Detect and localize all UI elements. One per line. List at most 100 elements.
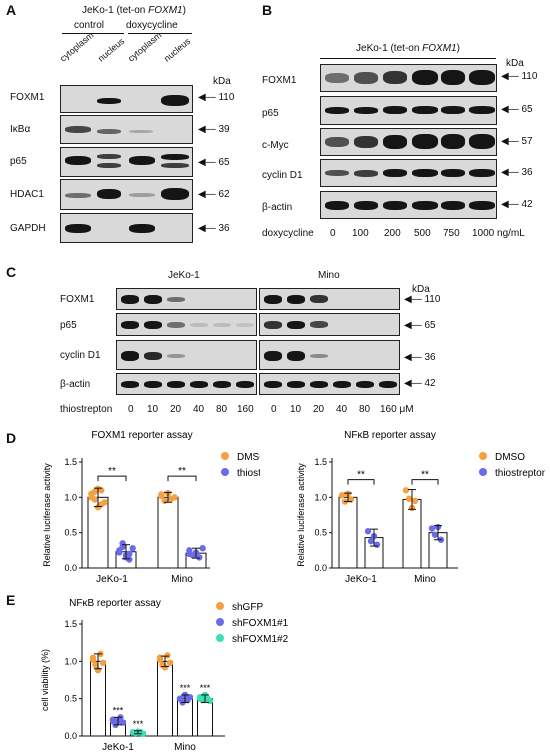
row-label-c-cyclind1: cyclin D1	[60, 350, 101, 361]
row-label-b-cmyc: c-Myc	[262, 140, 289, 151]
data-point	[196, 554, 203, 561]
blot-c-jeko-cyclind1	[116, 340, 257, 370]
band	[354, 201, 378, 210]
panel-b-title-suffix: )	[456, 43, 460, 54]
dose-label: 20	[313, 404, 325, 415]
data-point	[206, 697, 214, 705]
kda-marker-a-p65: ◀— 65	[198, 157, 230, 168]
band	[264, 381, 282, 388]
band	[236, 323, 254, 327]
blot-b-cmyc	[320, 128, 497, 156]
band	[121, 295, 139, 304]
row-label-b-bactin: β-actin	[262, 202, 293, 213]
significance-bracket	[167, 475, 197, 482]
band	[144, 295, 162, 304]
significance-label: **	[178, 466, 186, 477]
band	[441, 201, 465, 210]
data-point	[402, 487, 410, 494]
kda-marker-b-foxm1: ◀— 110	[501, 71, 538, 82]
band	[144, 321, 162, 329]
data-point	[171, 494, 178, 501]
panel-a-title: JeKo-1 (tet-on FOXM1)	[82, 5, 186, 16]
blot-b-p65	[320, 96, 497, 125]
band	[412, 134, 438, 149]
y-tick-label: 1.5	[64, 457, 77, 467]
blot-a-ikba	[60, 115, 193, 144]
kda-value: 110	[521, 71, 538, 82]
data-point	[186, 550, 193, 558]
band	[97, 129, 121, 134]
legend-label: thiostrepton	[237, 468, 260, 479]
dose-label: 10	[290, 404, 302, 415]
cell-line-label: Mino	[318, 270, 340, 281]
chart-title: NFκB reporter assay	[69, 598, 161, 609]
band	[167, 297, 185, 302]
band	[97, 163, 121, 168]
row-label-c-bactin: β-actin	[60, 379, 91, 390]
band	[190, 323, 208, 327]
cell-line-label: JeKo-1	[168, 270, 200, 281]
band	[354, 107, 378, 114]
blot-a-foxm1	[60, 85, 193, 113]
row-label-b-p65: p65	[262, 108, 279, 119]
kda-value: 42	[424, 378, 436, 389]
y-tick-label: 0.0	[64, 731, 77, 741]
data-point	[164, 652, 171, 659]
band	[287, 381, 305, 388]
significance-label: ***	[133, 719, 144, 729]
dose-label: 100	[352, 228, 369, 239]
x-tick-label: Mino	[171, 574, 193, 584]
legend-marker	[221, 468, 229, 476]
data-point	[126, 550, 133, 558]
band	[65, 193, 91, 198]
data-point	[367, 537, 375, 545]
chart-foxm1-reporter: FOXM1 reporter assay Relative luciferase …	[42, 430, 260, 584]
kda-marker-b-p65: ◀— 65	[501, 104, 533, 115]
dose-label: 0	[128, 404, 134, 415]
significance-bracket	[347, 479, 375, 485]
band	[97, 189, 121, 199]
band	[354, 72, 378, 84]
lane-label: nucleus	[96, 36, 127, 64]
dose-label: 40	[336, 404, 348, 415]
row-label-a-gapdh: GAPDH	[10, 223, 46, 234]
blot-a-hdac1	[60, 179, 193, 210]
panel-label-d: D	[6, 430, 17, 446]
band	[129, 224, 155, 233]
band	[310, 381, 328, 388]
band	[161, 188, 189, 200]
x-tick-label: JeKo-1	[96, 574, 128, 584]
panel-label-e: E	[6, 592, 16, 608]
y-tick-label: 0.5	[64, 694, 77, 704]
band	[129, 130, 153, 133]
dose-label: 500	[414, 228, 431, 239]
kda-header-c: kDa	[412, 284, 430, 295]
band	[310, 354, 328, 358]
data-point	[92, 661, 99, 669]
row-label-a-hdac1: HDAC1	[10, 189, 44, 200]
data-point	[139, 730, 147, 737]
y-tick-label: 1.0	[314, 492, 327, 502]
legend-label: shFOXM1#2	[232, 634, 289, 645]
y-tick-label: 1.0	[64, 656, 77, 666]
legend-marker	[216, 618, 224, 626]
band	[383, 135, 407, 149]
blot-c-mino-p65	[259, 313, 400, 336]
data-point	[347, 496, 355, 503]
band	[354, 136, 378, 148]
dose-label: 1000 ng/mL	[472, 228, 525, 239]
y-axis-label: Relative luciferase activity	[42, 463, 52, 567]
lane-label: nucleus	[162, 36, 193, 64]
data-point	[88, 494, 95, 501]
blot-b-foxm1	[320, 64, 497, 92]
panel-label-c: C	[6, 264, 17, 280]
legend-label: shGFP	[232, 602, 263, 613]
blot-c-jeko-p65	[116, 313, 257, 336]
x-tick-label: Mino	[174, 742, 196, 753]
data-point	[364, 528, 372, 535]
data-point	[119, 719, 127, 726]
y-tick-label: 1.0	[64, 492, 77, 502]
kda-marker-a-ikba: ◀— 39	[198, 124, 230, 135]
kda-value: 65	[521, 104, 533, 115]
bar	[157, 660, 173, 737]
